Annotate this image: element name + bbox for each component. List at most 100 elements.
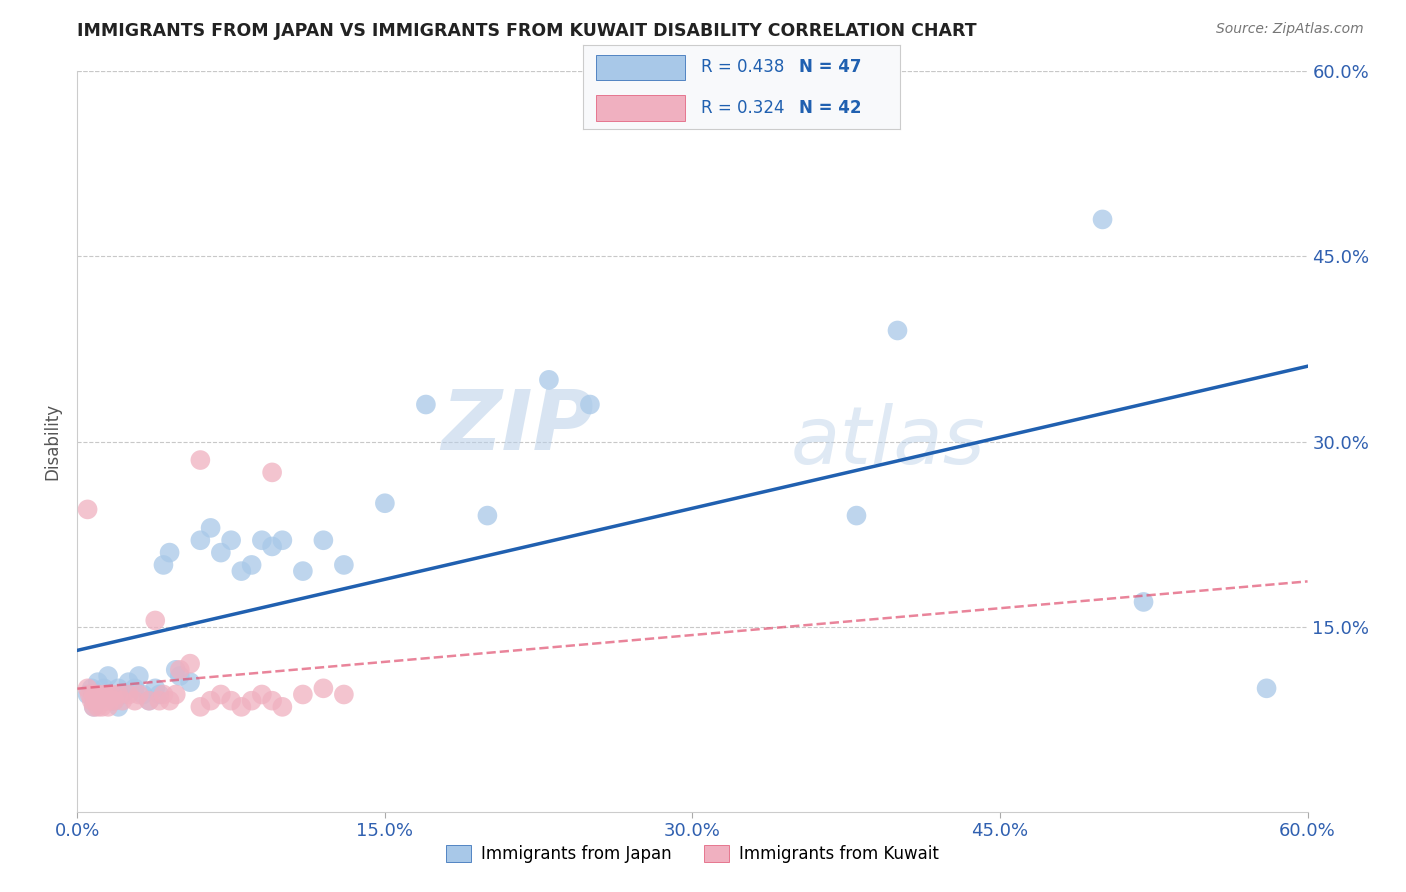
Point (76, 681, 98, 696)
Point (83, 688, 105, 702)
Point (97, 688, 120, 702)
Point (90, 699, 114, 714)
Point (886, 324, 908, 338)
Point (80, 694, 103, 708)
Point (165, 663, 187, 677)
Point (152, 688, 174, 702)
Point (79, 688, 101, 702)
Point (128, 688, 150, 702)
Point (188, 453, 212, 467)
Point (97, 669, 120, 683)
Point (219, 533, 242, 548)
Text: ZIP: ZIP (441, 386, 595, 467)
Point (103, 694, 125, 708)
Point (845, 508, 868, 523)
Text: IMMIGRANTS FROM JAPAN VS IMMIGRANTS FROM KUWAIT DISABILITY CORRELATION CHART: IMMIGRANTS FROM JAPAN VS IMMIGRANTS FROM… (77, 22, 977, 40)
Point (579, 398, 602, 412)
Point (240, 694, 263, 708)
FancyBboxPatch shape (596, 54, 685, 80)
Point (312, 533, 335, 548)
Point (1256, 681, 1278, 696)
Point (250, 533, 273, 548)
Point (83, 699, 105, 714)
Point (111, 694, 134, 708)
Point (169, 669, 191, 683)
Point (219, 694, 242, 708)
Point (159, 546, 181, 560)
Point (179, 657, 201, 671)
Point (87, 699, 110, 714)
Point (159, 694, 181, 708)
Point (107, 699, 129, 714)
Point (148, 688, 170, 702)
Point (138, 694, 160, 708)
FancyBboxPatch shape (596, 95, 685, 120)
Point (124, 694, 146, 708)
Point (103, 694, 125, 708)
Point (87, 694, 110, 708)
Legend: Immigrants from Japan, Immigrants from Kuwait: Immigrants from Japan, Immigrants from K… (439, 838, 946, 870)
Point (143, 681, 166, 696)
Text: N = 47: N = 47 (799, 59, 860, 77)
Point (76, 688, 98, 702)
Point (188, 533, 212, 548)
Point (188, 699, 212, 714)
Point (271, 533, 294, 548)
Point (477, 508, 499, 523)
Point (107, 688, 129, 702)
Point (90, 688, 114, 702)
Point (76, 502, 98, 516)
Point (80, 681, 103, 696)
Point (209, 546, 232, 560)
Point (97, 699, 120, 714)
Point (117, 675, 139, 690)
Point (1132, 595, 1154, 609)
Point (262, 694, 284, 708)
Point (143, 614, 166, 628)
Point (132, 688, 155, 702)
Point (152, 558, 174, 572)
Point (148, 694, 170, 708)
Text: Source: ZipAtlas.com: Source: ZipAtlas.com (1216, 22, 1364, 37)
Point (89, 694, 111, 708)
Point (101, 688, 124, 702)
Point (117, 688, 139, 702)
Point (87, 675, 110, 690)
Point (374, 496, 396, 510)
Point (84, 694, 107, 708)
Point (97, 688, 120, 702)
Point (169, 663, 191, 677)
Point (415, 398, 437, 412)
Point (165, 688, 187, 702)
Point (107, 681, 129, 696)
Text: R = 0.324: R = 0.324 (700, 99, 785, 117)
Point (312, 681, 335, 696)
Point (231, 699, 253, 714)
Point (111, 688, 134, 702)
Point (98, 694, 121, 708)
Point (83, 699, 105, 714)
Point (87, 688, 110, 702)
Point (333, 688, 356, 702)
Point (93, 681, 115, 696)
Point (240, 558, 263, 572)
Point (200, 521, 222, 535)
Point (271, 699, 294, 714)
Point (262, 466, 284, 480)
Point (138, 694, 160, 708)
Point (231, 564, 253, 578)
Point (124, 681, 146, 696)
Point (128, 669, 150, 683)
Point (262, 540, 284, 554)
Text: N = 42: N = 42 (799, 99, 860, 117)
Point (209, 688, 232, 702)
Point (537, 373, 560, 387)
Point (333, 558, 356, 572)
Point (179, 675, 201, 690)
Y-axis label: Disability: Disability (44, 403, 62, 480)
Point (291, 688, 314, 702)
Point (250, 688, 273, 702)
Point (1091, 212, 1114, 227)
Text: R = 0.438: R = 0.438 (700, 59, 785, 77)
Point (94, 694, 117, 708)
